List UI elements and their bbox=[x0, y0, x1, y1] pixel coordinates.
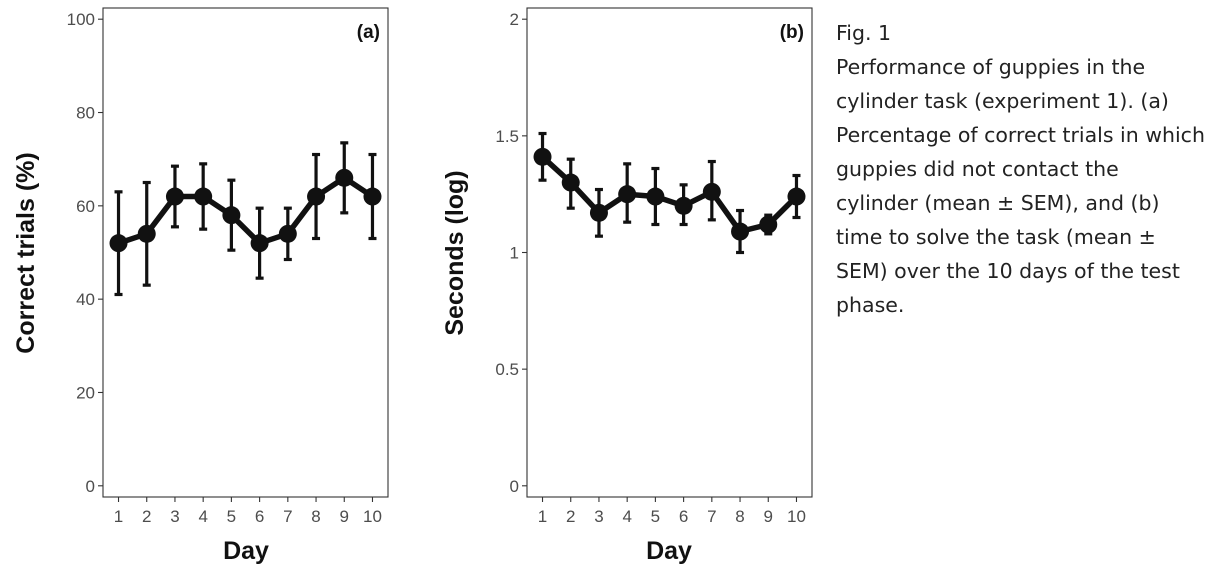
y-tick-label: 0 bbox=[86, 477, 95, 496]
data-point bbox=[702, 182, 721, 201]
data-point bbox=[165, 187, 184, 206]
panel-label: (b) bbox=[780, 22, 804, 43]
data-point bbox=[109, 234, 128, 253]
x-tick-label: 9 bbox=[340, 507, 349, 526]
y-axis-title: Correct trials (%) bbox=[12, 152, 40, 353]
x-tick-label: 10 bbox=[787, 507, 806, 526]
x-tick-label: 6 bbox=[679, 507, 688, 526]
x-tick-label: 6 bbox=[255, 507, 264, 526]
x-tick-label: 7 bbox=[707, 507, 716, 526]
series-line bbox=[539, 154, 800, 235]
data-point bbox=[307, 187, 326, 206]
x-tick-label: 3 bbox=[170, 507, 179, 526]
x-tick-label: 3 bbox=[594, 507, 603, 526]
x-tick-label: 1 bbox=[114, 507, 123, 526]
data-point bbox=[137, 224, 156, 243]
x-tick-label: 2 bbox=[566, 507, 575, 526]
data-point bbox=[250, 234, 269, 253]
y-tick-label: 100 bbox=[67, 10, 95, 29]
data-point bbox=[731, 222, 750, 241]
data-point bbox=[787, 187, 806, 206]
plot-border bbox=[526, 7, 813, 498]
x-tick-label: 2 bbox=[142, 507, 151, 526]
y-axis-title: Seconds (log) bbox=[441, 170, 469, 335]
y-tick-label: 0 bbox=[510, 477, 519, 496]
x-tick-label: 10 bbox=[363, 507, 382, 526]
x-tick-label: 5 bbox=[227, 507, 236, 526]
x-tick-label: 4 bbox=[622, 507, 631, 526]
x-tick-label: 1 bbox=[538, 507, 547, 526]
data-point bbox=[646, 187, 665, 206]
data-point bbox=[561, 173, 580, 192]
y-tick-label: 20 bbox=[76, 383, 95, 402]
y-tick-label: 80 bbox=[76, 104, 95, 123]
y-tick-label: 2 bbox=[510, 10, 519, 29]
y-tick-label: 0.5 bbox=[495, 360, 519, 379]
y-tick-label: 40 bbox=[76, 290, 95, 309]
x-tick-label: 8 bbox=[735, 507, 744, 526]
data-point bbox=[335, 168, 354, 187]
data-point bbox=[363, 187, 382, 206]
data-point bbox=[194, 187, 213, 206]
data-point bbox=[589, 203, 608, 222]
y-tick-label: 60 bbox=[76, 197, 95, 216]
data-point bbox=[674, 196, 693, 215]
series-line bbox=[115, 175, 376, 246]
data-point bbox=[533, 147, 552, 166]
caption-text: Performance of guppies in the cylinder t… bbox=[836, 55, 1205, 317]
x-axis-title: Day bbox=[223, 537, 269, 565]
chart-panel-a: 0 20 40 60 80 100 1 2 3 4 5 6 7 8 9 10 Day Correct trials… bbox=[12, 7, 389, 565]
x-axis-title: Day bbox=[646, 537, 692, 565]
x-tick-label: 7 bbox=[283, 507, 292, 526]
data-point bbox=[759, 215, 778, 234]
plot-border bbox=[102, 7, 389, 498]
y-tick-label: 1.5 bbox=[495, 127, 519, 146]
y-tick-label: 1 bbox=[510, 244, 519, 263]
x-tick-label: 4 bbox=[198, 507, 207, 526]
data-point bbox=[222, 206, 241, 225]
x-tick-label: 5 bbox=[651, 507, 660, 526]
x-tick-label: 8 bbox=[311, 507, 320, 526]
figure-caption: Fig. 1 Performance of guppies in the cyl… bbox=[836, 16, 1206, 322]
data-point bbox=[278, 224, 297, 243]
panel-label: (a) bbox=[357, 22, 380, 43]
x-tick-label: 9 bbox=[764, 507, 773, 526]
data-point bbox=[618, 185, 637, 204]
figure-label: Fig. 1 bbox=[836, 21, 892, 45]
